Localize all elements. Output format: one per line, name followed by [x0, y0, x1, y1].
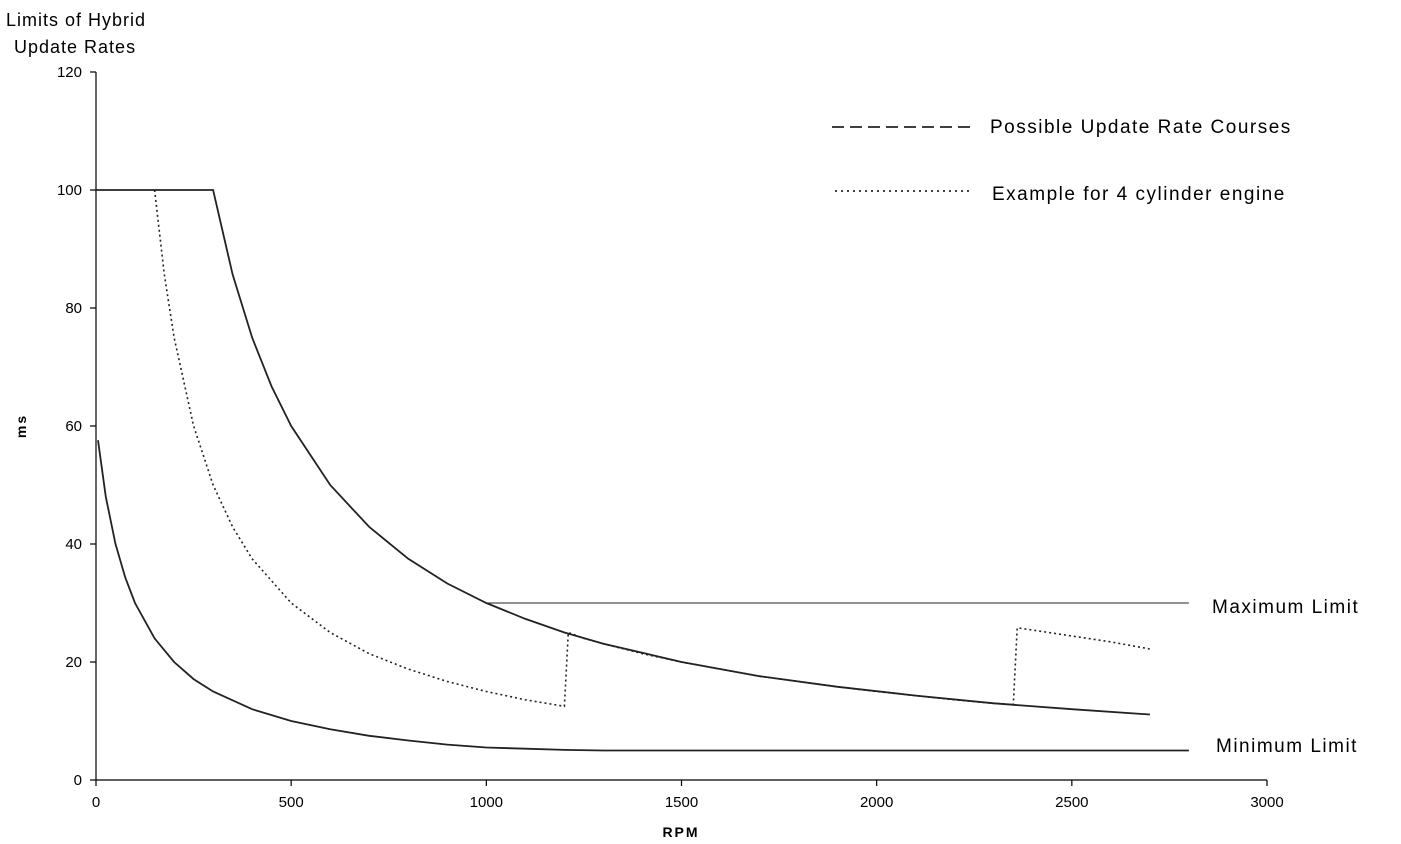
series-line-3 [97, 440, 1189, 752]
x-axis-title: RPM [662, 824, 699, 840]
annotation-minimum-limit: Minimum Limit [1216, 736, 1358, 757]
chart-title-line-1: Limits of Hybrid [6, 10, 146, 30]
legend-label-possible-courses: Possible Update Rate Courses [990, 117, 1292, 138]
y-axis-title: ms [13, 414, 29, 438]
x-tick-label: 2000 [860, 794, 893, 811]
y-tick-label: 120 [57, 64, 82, 81]
y-tick-label: 100 [57, 182, 82, 199]
legend: Possible Update Rate Courses Example for… [832, 117, 1292, 205]
series-layer [96, 189, 1189, 752]
x-tick-label: 500 [279, 794, 304, 811]
x-axis-ticks: 0 500 1000 1500 2000 2500 3000 [92, 780, 1284, 811]
x-tick-label: 1500 [665, 794, 698, 811]
y-tick-label: 20 [65, 654, 82, 671]
x-tick-label: 0 [92, 794, 100, 811]
y-tick-label: 0 [74, 772, 82, 789]
y-tick-label: 80 [65, 300, 82, 317]
chart-title-line-2: Update Rates [14, 37, 136, 57]
x-tick-label: 2500 [1055, 794, 1088, 811]
y-tick-label: 60 [65, 418, 82, 435]
x-tick-label: 3000 [1250, 794, 1283, 811]
series-line-1 [96, 189, 1150, 716]
y-tick-label: 40 [65, 536, 82, 553]
annotation-maximum-limit: Maximum Limit [1212, 597, 1359, 618]
y-axis-ticks: 0 20 40 60 80 100 120 [57, 64, 96, 789]
series-line-2 [153, 189, 1151, 708]
legend-label-four-cylinder-example: Example for 4 cylinder engine [992, 184, 1286, 205]
x-tick-label: 1000 [470, 794, 503, 811]
